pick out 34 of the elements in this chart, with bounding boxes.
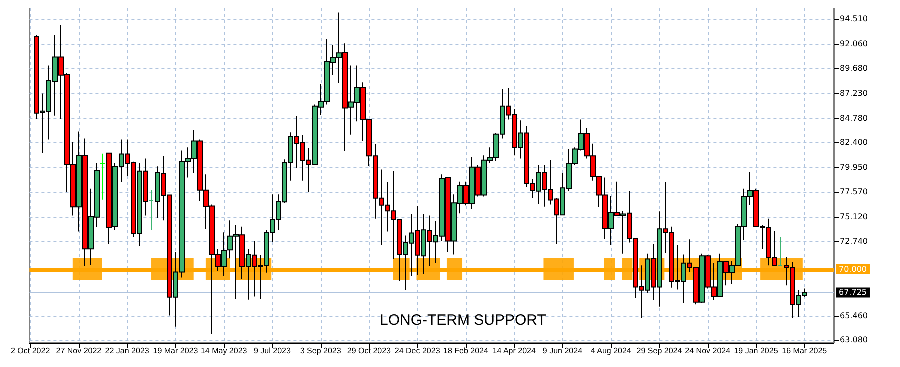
y-tick-label: 84.780	[840, 114, 868, 123]
x-tick-label: 19 Mar 2023	[153, 346, 199, 356]
y-tick-label: 65.460	[840, 311, 868, 320]
y-tick-label: 92.060	[840, 39, 868, 48]
y-tick-label: 63.080	[840, 336, 868, 345]
x-tick-label: 19 Jan 2025	[734, 346, 779, 356]
x-tick-label: 29 Sep 2024	[636, 346, 683, 356]
x-tick-label: 27 Nov 2022	[56, 346, 102, 356]
candlestick	[100, 153, 106, 200]
x-tick-label: 9 Jun 2024	[542, 346, 584, 356]
x-tick-label: 18 Feb 2024	[444, 346, 489, 356]
x-tick-label: 14 Apr 2024	[492, 346, 536, 356]
x-tick-label: 24 Nov 2024	[685, 346, 732, 356]
y-tick-label: 94.510	[840, 14, 868, 24]
x-tick-label: 3 Sep 2023	[300, 346, 342, 356]
x-tick-label: 29 Oct 2023	[347, 346, 392, 356]
y-tick-label: 72.740	[840, 236, 868, 246]
ref-line-label: 67.725	[839, 288, 867, 298]
y-tick-label: 75.120	[840, 212, 868, 222]
x-tick-label: 22 Jan 2023	[105, 346, 150, 356]
x-tick-label: 2 Oct 2022	[11, 346, 51, 356]
y-tick-label: 77.570	[840, 188, 868, 197]
y-tick-label: 87.230	[840, 88, 868, 98]
x-tick-label: 4 Aug 2024	[590, 346, 632, 356]
y-tick-label: 89.680	[840, 64, 868, 73]
candlestick	[778, 236, 783, 268]
x-tick-label: 14 May 2023	[200, 346, 248, 356]
y-tick-label: 82.400	[840, 138, 868, 148]
ref-line-label: 70.000	[839, 264, 867, 274]
annotation: LONG-TERM SUPPORT	[380, 312, 546, 329]
y-tick-label: 79.950	[840, 163, 868, 172]
x-tick-label: 24 Dec 2023	[394, 346, 441, 356]
x-tick-label: 9 Jul 2023	[254, 346, 292, 356]
x-tick-label: 16 Mar 2025	[782, 346, 828, 356]
